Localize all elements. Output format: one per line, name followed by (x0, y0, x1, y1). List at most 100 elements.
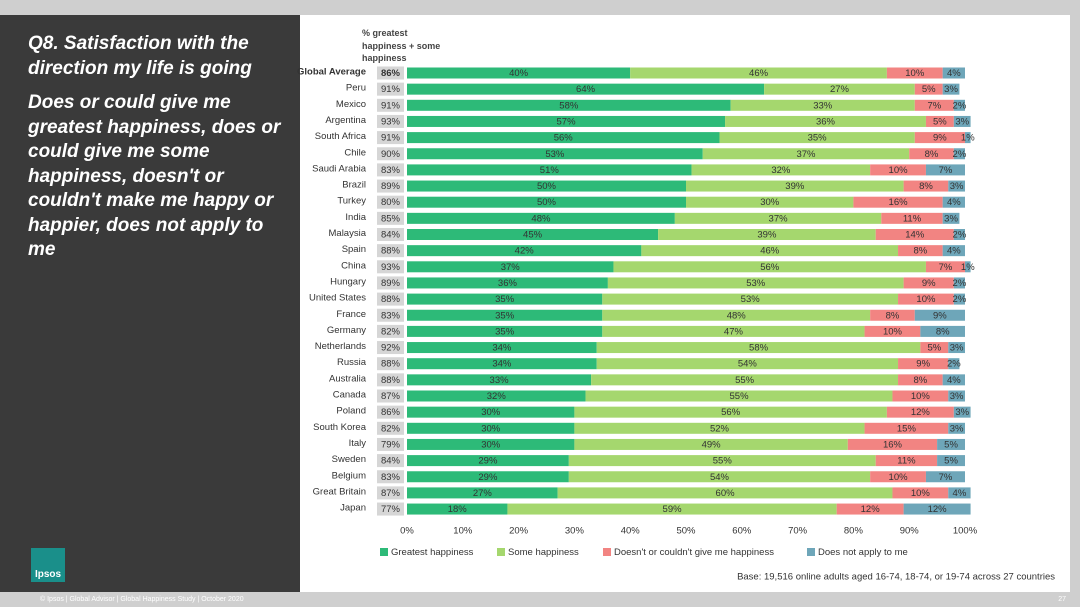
total-box (377, 163, 404, 177)
data-label: 12% (861, 504, 881, 515)
category-label: Netherlands (315, 341, 366, 352)
bar-segment (407, 325, 603, 337)
data-label: 3% (950, 423, 964, 434)
data-label: 3% (955, 116, 969, 127)
bar-segment (686, 180, 904, 192)
total-box (377, 470, 404, 484)
total-label: 84% (381, 456, 401, 467)
bar-segment (948, 422, 965, 434)
data-label: 55% (713, 456, 733, 467)
bar-segment (602, 325, 865, 337)
category-label: Turkey (337, 196, 366, 207)
bar-segment (953, 115, 971, 127)
data-label: 34% (492, 359, 512, 370)
legend-swatch (497, 548, 505, 556)
x-tick-label: 90% (900, 526, 920, 537)
data-label: 16% (889, 197, 909, 208)
data-label: 56% (554, 133, 574, 144)
total-label: 88% (381, 359, 401, 370)
bar-segment (953, 277, 965, 289)
total-box (377, 179, 404, 193)
total-label: 88% (381, 294, 401, 305)
category-label: Argentina (325, 115, 366, 126)
bar-segment (585, 390, 893, 402)
total-label: 83% (381, 472, 401, 483)
data-label: 35% (808, 133, 828, 144)
bar-segment (607, 277, 904, 289)
total-label: 91% (381, 84, 401, 95)
category-label: Germany (327, 325, 366, 336)
bar-segment (674, 212, 882, 224)
legend-swatch (380, 548, 388, 556)
bar-segment (407, 374, 592, 386)
data-label: 7% (939, 165, 953, 176)
data-label: 8% (913, 375, 927, 386)
bar-segment (407, 164, 692, 176)
bar-segment (870, 471, 926, 483)
category-label: Australia (329, 373, 367, 384)
bar-segment (407, 422, 575, 434)
data-label: 9% (916, 359, 930, 370)
data-label: 36% (816, 116, 836, 127)
bar-segment (886, 67, 943, 79)
bar-segment (574, 422, 865, 434)
data-label: 60% (716, 488, 736, 499)
data-label: 12% (911, 407, 931, 418)
bar-segment (937, 438, 965, 450)
total-label: 87% (381, 391, 401, 402)
data-label: 30% (760, 197, 780, 208)
data-label: 4% (953, 488, 967, 499)
bar-segment (953, 229, 965, 240)
bar-segment (965, 132, 971, 144)
data-label: 3% (950, 181, 964, 192)
category-label: Malaysia (329, 228, 367, 239)
bar-segment (596, 358, 899, 370)
data-label: 5% (927, 343, 941, 354)
data-label: 55% (730, 391, 750, 402)
total-label: 89% (381, 278, 401, 289)
data-label: 49% (702, 439, 722, 450)
data-label: 39% (757, 230, 777, 241)
data-label: 50% (537, 181, 557, 192)
bar-segment (942, 245, 965, 257)
x-tick-label: 100% (953, 526, 978, 537)
bar-segment (407, 455, 569, 467)
data-label: 37% (769, 213, 789, 224)
total-box (377, 292, 404, 306)
total-label: 80% (381, 197, 401, 208)
data-label: 3% (950, 391, 964, 402)
data-label: 56% (721, 407, 741, 418)
bar-segment (892, 487, 949, 499)
category-label: Peru (346, 83, 366, 94)
data-label: 10% (883, 326, 903, 337)
data-label: 8% (886, 310, 900, 321)
total-label: 92% (381, 343, 401, 354)
data-label: 46% (760, 246, 780, 257)
data-label: 59% (663, 504, 683, 515)
category-label: Italy (349, 438, 367, 449)
category-label: Canada (333, 390, 367, 401)
total-box (377, 405, 404, 419)
data-label: 4% (947, 68, 961, 79)
data-label: 1% (961, 262, 975, 273)
data-label: 16% (883, 439, 903, 450)
bar-segment (407, 277, 608, 289)
bar-segment (920, 342, 949, 354)
total-label: 93% (381, 262, 401, 273)
data-label: 7% (927, 100, 941, 111)
bar-segment (602, 293, 899, 305)
bar-segment (507, 503, 837, 515)
data-label: 9% (922, 278, 936, 289)
bar-segment (870, 309, 915, 321)
bar-segment (909, 148, 954, 160)
total-box (377, 357, 404, 371)
data-label: 39% (785, 181, 805, 192)
x-tick-label: 40% (621, 526, 641, 537)
data-label: 2% (953, 100, 967, 111)
page-number: 27 (1058, 596, 1066, 603)
data-label: 11% (903, 213, 922, 224)
data-label: 9% (933, 310, 947, 321)
data-label: 33% (490, 375, 510, 386)
bar-segment (407, 115, 726, 127)
